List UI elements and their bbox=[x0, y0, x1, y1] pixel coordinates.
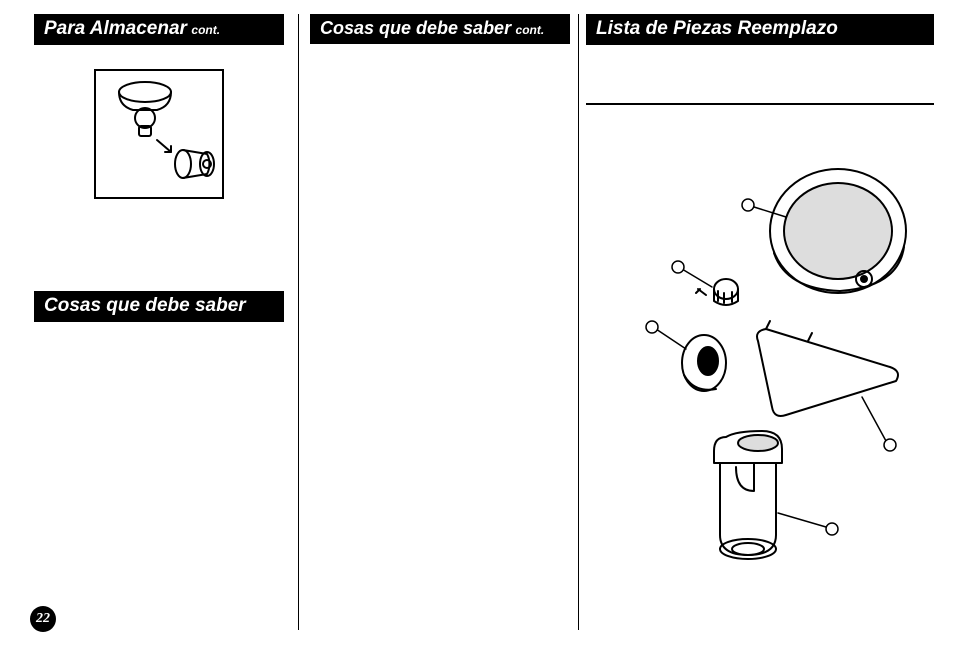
page-number: 22 bbox=[36, 611, 50, 627]
page-number-badge: 22 bbox=[30, 606, 56, 632]
part-knob bbox=[696, 279, 738, 305]
mount-camera-icon bbox=[99, 74, 219, 194]
header-things-to-know-title: Cosas que debe saber bbox=[44, 295, 246, 316]
column-3: Lista de Piezas Reemplazo bbox=[586, 14, 934, 571]
storage-illustration-box bbox=[94, 69, 224, 199]
header-things-to-know: Cosas que debe saber bbox=[34, 291, 284, 322]
manual-page: Para Almacenar cont. bbox=[0, 0, 954, 646]
column-2: Cosas que debe saber cont. bbox=[310, 14, 570, 44]
header-storage: Para Almacenar cont. bbox=[34, 14, 284, 45]
header-things-to-know-cont: Cosas que debe saber cont. bbox=[310, 14, 570, 44]
header-things-to-know-cont-suffix: cont. bbox=[516, 23, 545, 37]
exploded-parts-diagram bbox=[586, 131, 934, 571]
header-things-to-know-cont-title: Cosas que debe saber bbox=[320, 18, 511, 38]
column-separator-1 bbox=[298, 14, 299, 630]
exploded-parts-svg bbox=[586, 131, 934, 571]
part-wire-stand bbox=[757, 321, 898, 416]
part-lens-cap bbox=[682, 335, 726, 391]
header-replacement-parts: Lista de Piezas Reemplazo bbox=[586, 14, 934, 45]
column-1: Para Almacenar cont. bbox=[34, 14, 284, 322]
header-replacement-parts-title: Lista de Piezas Reemplazo bbox=[596, 18, 838, 39]
column-separator-2 bbox=[578, 14, 579, 630]
replacement-parts-rule bbox=[586, 103, 934, 105]
part-reflector-disc bbox=[770, 169, 906, 293]
header-storage-title: Para Almacenar bbox=[44, 18, 187, 39]
part-handle-body bbox=[714, 431, 782, 559]
header-storage-cont: cont. bbox=[191, 23, 220, 37]
